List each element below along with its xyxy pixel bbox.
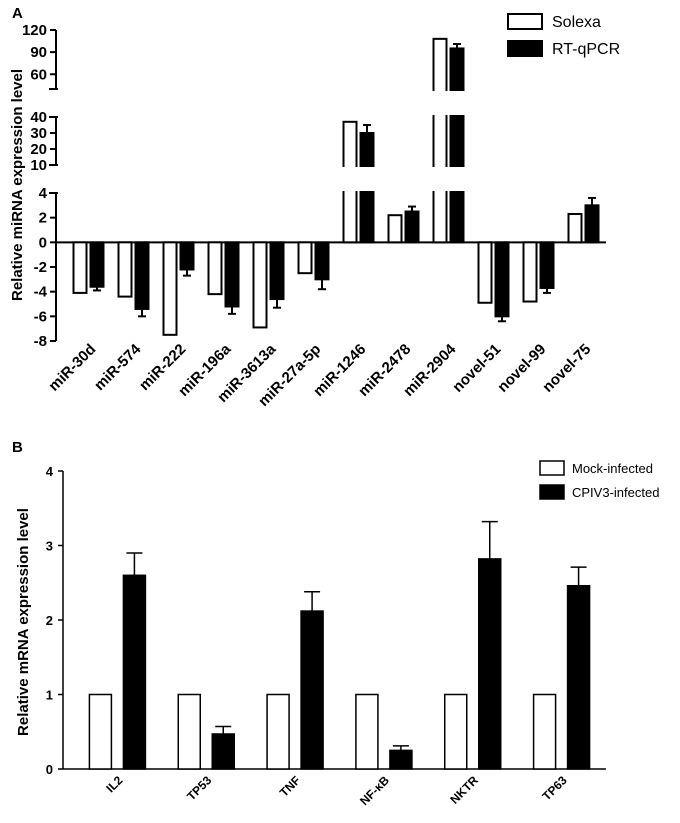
legend-label-a-rt-qpcr: RT-qPCR [552,41,620,58]
bar-a-rt-qpcr-novel-99 [539,241,555,289]
bar-b-cpiv3-infected-tp53 [211,733,235,770]
bar-a-solexa-novel-51 [477,241,493,304]
bar-b-mock-infected-nktr [444,693,468,770]
bar-a-rt-qpcr-mir-2904 [449,47,465,244]
x-tick-label-a: novel-99 [494,341,549,396]
panel-label-a: A [12,5,23,22]
bar-b-cpiv3-infected-nf-b [389,749,413,770]
y-tick-label-a: 90 [30,44,47,61]
y-tick-label-b: 4 [46,464,54,479]
y-tick-label-a: -8 [34,333,47,350]
y-tick-label-b: 0 [46,762,53,777]
y-tick-label-a: 30 [30,125,47,142]
bar-b-mock-infected-tp53 [177,693,201,770]
bar-b-mock-infected-tp63 [532,693,557,770]
x-tick-label-b: NKTR [447,773,481,807]
x-tick-label-b: TP63 [540,773,570,803]
y-tick-label-b: 3 [46,539,53,554]
bar-b-mock-infected-il2 [88,693,113,770]
legend-swatch-a-rt-qpcr [507,40,543,57]
y-tick-label-a: 2 [39,210,47,227]
bar-a-solexa-mir-222 [162,241,178,336]
bar-a-rt-qpcr-novel-51 [494,241,510,318]
bar-a-solexa-novel-99 [522,241,538,303]
y-tick-label-a: 40 [30,109,47,126]
y-tick-label-a: -2 [34,259,47,276]
bar-a-rt-qpcr-mir-30d [89,241,105,288]
y-tick-label-a: 20 [30,141,47,158]
y-tick-label-a: -4 [34,284,48,301]
legend-label-a-solexa: Solexa [552,14,601,31]
y-tick-label-a: 0 [39,234,47,251]
x-tick-label-a: novel-75 [539,341,594,396]
bar-a-rt-qpcr-novel-75 [584,204,600,244]
x-tick-label-a: novel-51 [449,341,504,396]
panel-label-b: B [12,439,23,456]
bar-b-cpiv3-infected-tnf [300,610,324,770]
bar-a-rt-qpcr-mir-27a-5p [314,241,330,281]
y-tick-label-a: 60 [30,66,47,83]
legend-swatch-a-solexa [507,13,543,30]
y-tick-label-a: 120 [22,22,47,39]
y-axis-label-a: Relative miRNA expression level [9,69,26,301]
y-tick-label-b: 1 [46,688,53,703]
legend-swatch-b-mock-infected [539,460,565,476]
chart-b: 0 1 2 3 4 Relative mRNA expression level IL2 TP… [15,460,659,808]
bar-a-rt-qpcr-mir-222 [179,241,195,271]
y-tick-label-a: 10 [30,157,47,174]
y-axis-label-b: Relative mRNA expression level [15,508,32,736]
bar-a-rt-qpcr-mir-574 [134,241,150,310]
x-tick-label-b: NF-κB [357,773,392,808]
y-tick-label-a: -6 [34,308,47,325]
bar-a-rt-qpcr-mir-196a [224,241,240,308]
y-tick-label-a: 4 [39,185,48,202]
bar-a-solexa-mir-30d [72,241,88,294]
axis-break-gap-a [59,167,609,191]
legend-swatch-b-cpiv3-infected [539,484,565,500]
bar-b-cpiv3-infected-tp63 [566,584,591,770]
bar-a-solexa-mir-3613a [252,241,268,329]
y-tick-label-b: 2 [46,613,53,628]
x-tick-label-a: miR-30d [45,341,99,395]
x-tick-label-a: miR-574 [91,340,145,394]
legend-label-b-mock-infected: Mock-infected [572,461,653,476]
bar-b-mock-infected-tnf [266,693,290,770]
bar-b-cpiv3-infected-nktr [478,558,502,770]
legend-label-b-cpiv3-infected: CPIV3-infected [572,485,659,500]
x-tick-label-b: IL2 [103,773,125,795]
bar-a-solexa-novel-75 [567,212,583,244]
bar-a-solexa-mir-27a-5p [297,241,313,275]
bar-b-mock-infected-nf-b [355,693,379,770]
bar-a-rt-qpcr-mir-3613a [269,241,285,301]
bar-a-solexa-mir-196a [207,241,223,296]
bar-a-solexa-mir-574 [117,241,133,298]
bar-b-cpiv3-infected-il2 [122,574,147,770]
x-tick-label-b: TP53 [184,773,214,803]
bar-a-solexa-mir-2478 [387,214,403,244]
x-tick-label-b: TNF [277,773,303,799]
axis-break-gap-a [59,91,609,115]
bar-a-solexa-mir-2904 [432,37,448,244]
bar-a-rt-qpcr-mir-2478 [404,210,420,244]
